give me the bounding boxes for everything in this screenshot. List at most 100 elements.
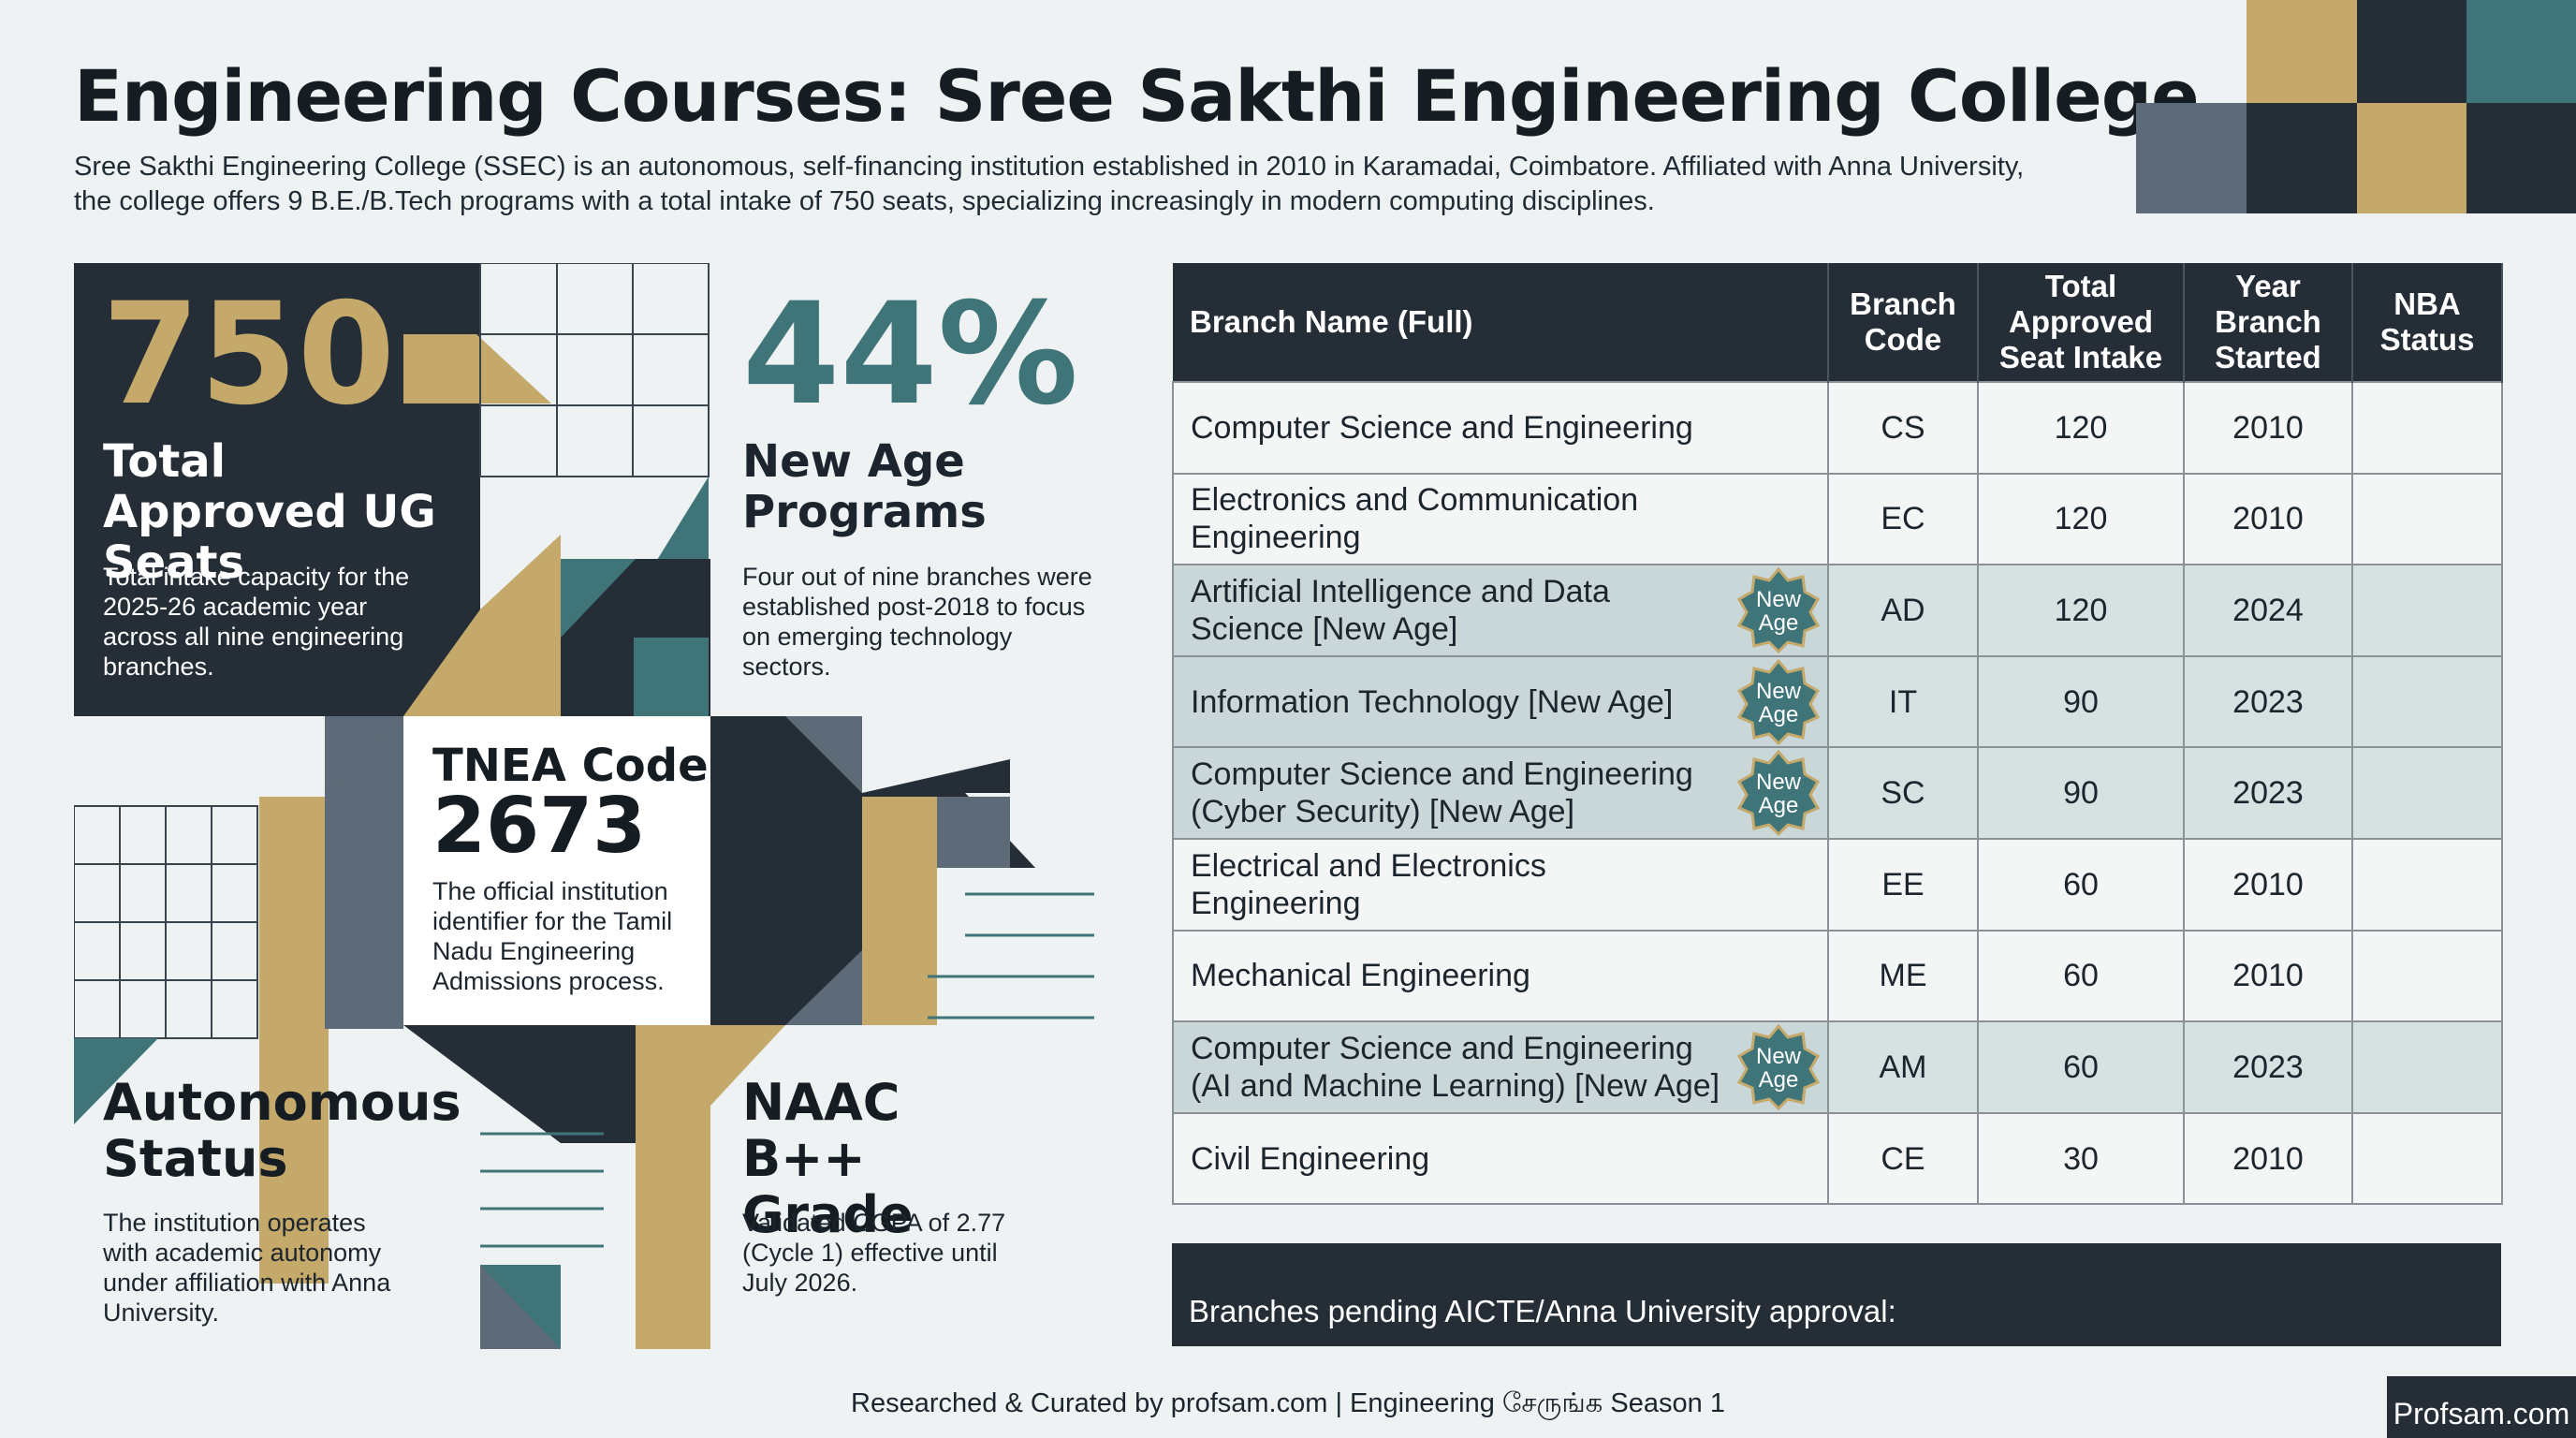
- new-age-description: Four out of nine branches were establish…: [742, 563, 1092, 681]
- table-row: Computer Science and Engineering (AI and…: [1172, 1020, 2503, 1114]
- tnea-value: 2673: [432, 782, 647, 871]
- branch-name-cell: Computer Science and Engineering: [1172, 381, 1829, 475]
- tnea-description: The official institution identifier for …: [432, 877, 673, 995]
- branch-name-cell: Electrical and Electronics Engineering: [1172, 837, 1829, 932]
- branch-code-cell: EE: [1827, 837, 1979, 932]
- seat-intake-cell: 60: [1977, 929, 2185, 1023]
- year-started-cell: 2023: [2183, 746, 2353, 840]
- new-age-badge: New Age: [1735, 566, 1822, 654]
- geometric-background: [74, 263, 1094, 1349]
- table-header-row: Branch Name (Full) Branch Code Total App…: [1173, 263, 2503, 382]
- branch-code-cell: EC: [1827, 472, 1979, 566]
- new-age-badge: New Age: [1735, 658, 1822, 745]
- new-age-heading: New Age Programs: [742, 435, 987, 538]
- seat-intake-cell: 60: [1977, 1020, 2185, 1114]
- year-started-cell: 2010: [2183, 1111, 2353, 1206]
- seat-intake-cell: 90: [1977, 654, 2185, 749]
- table-row: Information Technology [New Age] New Age I…: [1172, 654, 2503, 749]
- seat-intake-cell: 60: [1977, 837, 2185, 932]
- year-started-cell: 2010: [2183, 837, 2353, 932]
- table-row: Artificial Intelligence and Data Science…: [1172, 564, 2503, 657]
- nba-status-cell: [2351, 472, 2503, 566]
- naac-heading: NAAC B++ Grade: [742, 1073, 914, 1244]
- branch-code-cell: AM: [1827, 1020, 1979, 1114]
- seats-description: Total intake capacity for the 2025-26 ac…: [103, 563, 410, 681]
- seat-intake-cell: 120: [1977, 564, 2185, 657]
- table-row: Mechanical Engineering ME 60 2010: [1172, 929, 2503, 1023]
- branch-name-cell: Information Technology [New Age] New Age: [1172, 654, 1829, 749]
- year-started-cell: 2023: [2183, 1020, 2353, 1114]
- header-year-started: Year Branch Started: [2184, 263, 2353, 382]
- page-subtitle: Sree Sakthi Engineering College (SSEC) i…: [74, 152, 2025, 216]
- tnea-heading: TNEA Code: [432, 740, 709, 792]
- star-badge-icon: [1736, 566, 1821, 654]
- branch-name-text: Computer Science and Engineering (Cyber …: [1191, 756, 1693, 830]
- star-badge-icon: [1736, 749, 1821, 837]
- table-row: Computer Science and Engineering CS 120 201…: [1172, 381, 2503, 475]
- header-seat-intake: Total Approved Seat Intake: [1978, 263, 2185, 382]
- branch-code-cell: CE: [1827, 1111, 1979, 1206]
- seat-intake-cell: 120: [1977, 381, 2185, 475]
- branch-name-text: Civil Engineering: [1191, 1140, 1430, 1177]
- table-row: Electronics and Communication Engineerin…: [1172, 472, 2503, 566]
- branch-code-cell: IT: [1827, 654, 1979, 749]
- new-age-badge-label: New Age: [1755, 1043, 1801, 1093]
- header-nba-status: NBA Status: [2352, 263, 2503, 382]
- autonomous-heading: Autonomous Status: [103, 1073, 461, 1188]
- branch-name-text: Electrical and Electronics Engineering: [1191, 847, 1546, 921]
- new-age-badge: New Age: [1735, 1023, 1822, 1111]
- branch-name-text: Computer Science and Engineering: [1191, 409, 1693, 446]
- header-branch-name: Branch Name (Full): [1173, 263, 1829, 382]
- table-row: Computer Science and Engineering (Cyber …: [1172, 746, 2503, 840]
- table-row: Electrical and Electronics Engineering EE…: [1172, 837, 2503, 932]
- branch-code-cell: ME: [1827, 929, 1979, 1023]
- corner-decoration: [2136, 0, 2576, 213]
- seats-value: 750: [102, 273, 396, 436]
- branch-name-cell: Electronics and Communication Engineerin…: [1172, 472, 1829, 566]
- branch-code-cell: SC: [1827, 746, 1979, 840]
- branch-name-cell: Artificial Intelligence and Data Science…: [1172, 564, 1829, 657]
- branch-name-cell: Mechanical Engineering: [1172, 929, 1829, 1023]
- branch-name-text: Information Technology [New Age]: [1191, 683, 1674, 720]
- branch-name-text: Artificial Intelligence and Data Science…: [1191, 573, 1610, 647]
- branch-name-cell: Computer Science and Engineering (Cyber …: [1172, 746, 1829, 840]
- nba-status-cell: [2351, 654, 2503, 749]
- new-age-badge: New Age: [1735, 749, 1822, 837]
- nba-status-cell: [2351, 1020, 2503, 1114]
- nba-status-cell: [2351, 929, 2503, 1023]
- new-age-badge-label: New Age: [1755, 678, 1801, 727]
- profsam-logo[interactable]: Profsam.com: [2387, 1376, 2576, 1438]
- table-row: Civil Engineering CE 30 2010: [1172, 1111, 2503, 1206]
- year-started-cell: 2010: [2183, 381, 2353, 475]
- seat-intake-cell: 120: [1977, 472, 2185, 566]
- branch-code-cell: CS: [1827, 381, 1979, 475]
- seat-intake-cell: 90: [1977, 746, 2185, 840]
- branch-table: Branch Name (Full) Branch Code Total App…: [1172, 263, 2503, 1206]
- star-badge-icon: [1736, 658, 1821, 745]
- naac-description: Validated CGPA of 2.77 (Cycle 1) effecti…: [742, 1209, 1006, 1297]
- branch-name-text: Computer Science and Engineering (AI and…: [1191, 1030, 1720, 1104]
- branch-name-text: Mechanical Engineering: [1191, 958, 1530, 994]
- page-title: Engineering Courses: Sree Sakthi Enginee…: [74, 54, 2200, 138]
- autonomous-description: The institution operates with academic a…: [103, 1209, 391, 1327]
- year-started-cell: 2023: [2183, 654, 2353, 749]
- branch-name-cell: Computer Science and Engineering (AI and…: [1172, 1020, 1829, 1114]
- branch-code-cell: AD: [1827, 564, 1979, 657]
- new-age-badge-label: New Age: [1755, 586, 1801, 636]
- new-age-badge-label: New Age: [1755, 770, 1801, 819]
- seat-intake-cell: 30: [1977, 1111, 2185, 1206]
- nba-status-cell: [2351, 746, 2503, 840]
- nba-status-cell: [2351, 564, 2503, 657]
- year-started-cell: 2024: [2183, 564, 2353, 657]
- seats-heading: Total Approved UG Seats: [103, 435, 436, 589]
- pending-branches-bar: Branches pending AICTE/Anna University a…: [1172, 1243, 2501, 1346]
- nba-status-cell: [2351, 1111, 2503, 1206]
- nba-status-cell: [2351, 837, 2503, 932]
- star-badge-icon: [1736, 1023, 1821, 1111]
- new-age-value: 44%: [742, 273, 1079, 436]
- footer-credit: Researched & Curated by profsam.com | En…: [851, 1388, 1725, 1418]
- year-started-cell: 2010: [2183, 472, 2353, 566]
- branch-name-cell: Civil Engineering: [1172, 1111, 1829, 1206]
- branch-name-text: Electronics and Communication Engineerin…: [1191, 482, 1639, 556]
- year-started-cell: 2010: [2183, 929, 2353, 1023]
